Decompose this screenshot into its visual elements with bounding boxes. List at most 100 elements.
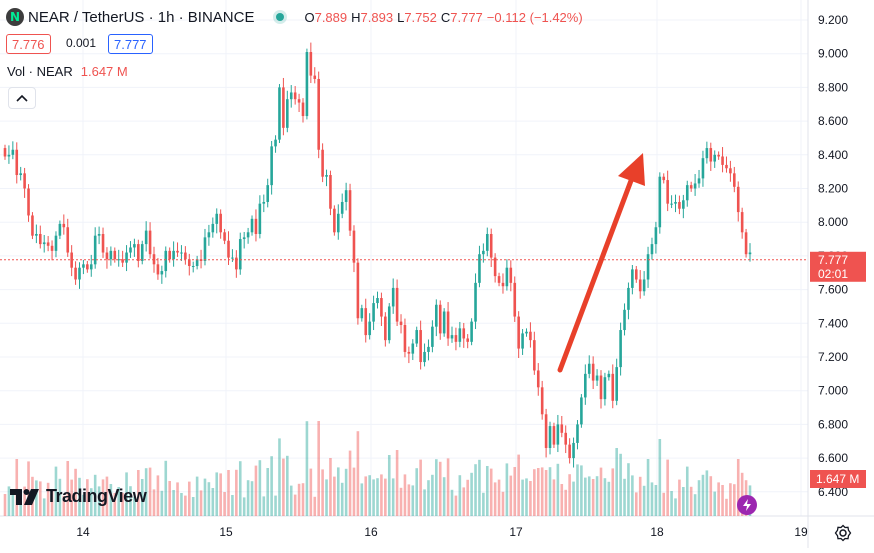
candle-body [670,203,673,205]
candle-body [93,235,97,265]
volume-bar [489,468,493,516]
volume-bar [415,468,419,516]
candle-body [552,426,556,445]
volume-bar [125,472,128,516]
volume-bar [89,488,93,516]
candle-body [521,333,524,349]
volume-bar [156,475,160,516]
market-status-icon[interactable] [276,13,285,21]
volume-legend: Vol · NEAR 1.647 M [7,64,128,79]
volume-bar [568,474,571,516]
candle-body [293,92,297,100]
candle-body [733,173,736,187]
price-axis-tick: 8.800 [818,80,848,94]
volume-bar [470,472,473,516]
volume-bar [450,489,454,516]
volume-bar [70,479,73,516]
volume-bar [638,476,642,516]
candle-body [364,308,368,336]
candle-body [729,168,732,174]
volume-badge-label: 1.647 M [816,472,859,486]
volume-bar [242,497,246,516]
lightning-icon[interactable] [737,495,757,515]
volume-bar [505,463,509,516]
volume-bar [717,482,720,516]
volume-bar [148,467,152,516]
volume-bar [725,498,728,516]
candle-body [313,75,317,79]
candle-body [270,146,273,186]
volume-bar [403,474,407,516]
candle-body [7,154,11,157]
volume-bar [540,467,544,516]
candle-body [42,242,46,245]
candle-body [658,176,662,228]
volume-bar [254,465,258,516]
volume-bar [172,490,175,516]
volume-bar [423,489,426,516]
candle-body [721,156,724,165]
sell-price-button[interactable]: 7.776 [6,34,51,54]
candle-body [713,154,717,162]
tradingview-brand[interactable]: TradingView [10,486,147,507]
volume-bar [215,472,219,516]
volume-bar [560,484,564,516]
candle-body [525,331,528,334]
candle-body [380,298,383,317]
volume-bar [3,494,7,516]
volume-bar [278,438,281,516]
candle-body [172,250,175,260]
candle-body [133,244,136,248]
volume-bar [309,468,313,516]
time-axis-tick: 14 [76,525,90,539]
volume-bar [219,473,222,516]
volume-bar [270,456,273,516]
volume-bar [313,496,317,516]
candle-body [411,343,415,354]
volume-bar [701,474,705,516]
volume-bar [191,497,195,516]
volume-bar [705,470,709,516]
volume-bar [23,486,26,516]
candle-body [427,346,430,352]
candle-body [662,176,666,181]
volume-bar [66,461,70,516]
candle-body [321,149,324,177]
candle-body [529,331,532,341]
volume-bar [160,490,164,516]
buy-price-button[interactable]: 7.777 [108,34,153,54]
candle-body [689,185,693,189]
candle-body [262,201,266,204]
volume-bar [82,494,85,516]
candle-body [509,267,513,283]
candle-body [144,230,148,245]
collapse-legend-button[interactable] [8,87,36,109]
candle-body [678,201,681,209]
candle-body [646,254,650,280]
candle-body [450,335,454,339]
candle-body [717,154,720,157]
volume-bar [634,492,638,516]
candle-body [317,78,320,150]
volume-bar [199,490,203,516]
volume-bar [536,468,540,516]
ohlc-legend: O7.889 H7.893 L7.752 C7.777 −0.112 (−1.4… [304,10,582,25]
volume-bar [364,476,368,516]
candle-body [117,259,121,261]
price-axis-tick: 9.000 [818,47,848,61]
volume-bar [584,477,587,516]
candle-body [66,227,70,253]
price-axis-tick: 7.600 [818,283,848,297]
candle-body [603,377,607,400]
symbol-title[interactable]: NEAR / TetherUS · 1h · BINANCE [28,8,255,26]
candle-body [274,139,277,147]
candle-body [329,175,332,209]
candle-body [744,232,748,255]
candle-body [54,235,58,251]
volume-bar [670,491,673,516]
volume-bar [42,498,46,516]
settings-gear-icon[interactable] [834,524,852,547]
volume-bar [238,461,242,516]
